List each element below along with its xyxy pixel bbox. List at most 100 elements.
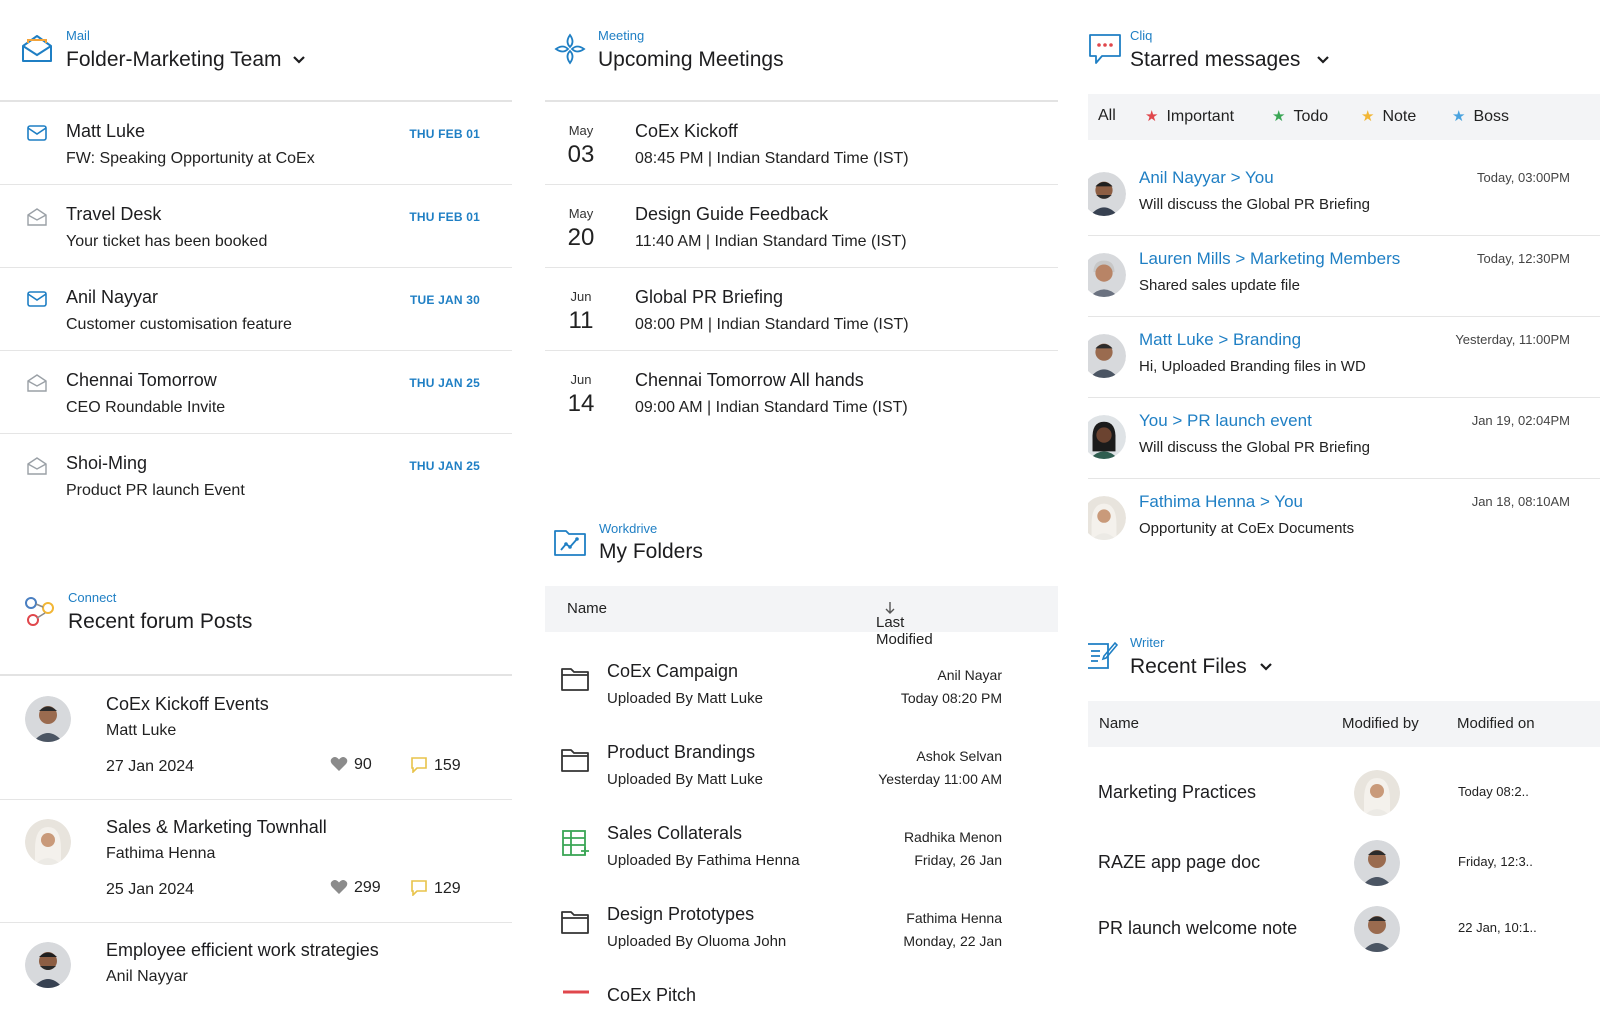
mail-sender: Travel Desk [66, 204, 162, 224]
mail-folder-selector[interactable]: Folder-Marketing Team [66, 48, 306, 72]
workdrive-app-label: Workdrive [599, 521, 658, 536]
folder-name: Product Brandings [607, 742, 756, 762]
comment-button[interactable]: 129 [410, 879, 461, 898]
writer-file[interactable]: RAZE app page doc Friday, 12:3.. [1088, 830, 1600, 898]
filter-important[interactable]: ★ Important [1145, 107, 1234, 126]
writer-file[interactable]: PR launch welcome note 22 Jan, 10:1.. [1088, 896, 1600, 964]
mail-sender: Anil Nayyar [66, 287, 159, 307]
message-time: Jan 19, 02:04PM [1471, 413, 1570, 428]
starred-message[interactable]: Matt Luke > Branding Hi, Uploaded Brandi… [1088, 316, 1600, 398]
comment-icon [411, 757, 427, 774]
envelope-open-icon [27, 457, 47, 475]
meeting-item[interactable]: May 20 Design Guide Feedback 11:40 AM | … [545, 186, 1058, 268]
message-time: Jan 18, 08:10AM [1471, 494, 1570, 509]
connect-app-icon [25, 597, 54, 626]
mail-app-icon [22, 35, 52, 62]
workdrive-title: My Folders [599, 540, 703, 563]
cliq-widget: Cliq Starred messages All ★ Important ★ To… [1088, 0, 1600, 560]
mail-item[interactable]: Shoi-Ming Product PR launch Event THU JA… [0, 435, 512, 517]
mail-subject: Customer customisation feature [66, 316, 292, 333]
meeting-name: CoEx Kickoff [635, 121, 738, 141]
message-text: Will discuss the Global PR Briefing [1139, 196, 1370, 213]
avatar [1088, 415, 1126, 459]
col-modified-by[interactable]: Modified by [1342, 715, 1419, 732]
col-name[interactable]: Name [1099, 715, 1140, 732]
star-icon: ★ [1361, 108, 1375, 125]
meeting-item[interactable]: May 03 CoEx Kickoff 08:45 PM | Indian St… [545, 103, 1058, 185]
message-text: Shared sales update file [1139, 277, 1300, 294]
workdrive-header: Workdrive My Folders [545, 505, 1058, 599]
middle-column: Meeting Upcoming Meetings May 03 CoEx Ki… [545, 0, 1058, 1013]
meeting-item[interactable]: Jun 11 Global PR Briefing 08:00 PM | Ind… [545, 269, 1058, 351]
meeting-name: Design Guide Feedback [635, 204, 829, 224]
starred-message[interactable]: Lauren Mills > Marketing Members Shared … [1088, 235, 1600, 317]
cliq-app-icon [1089, 34, 1121, 64]
message-conversation: Fathima Henna > You [1139, 492, 1303, 511]
mail-sender: Chennai Tomorrow [66, 370, 217, 390]
forum-post[interactable]: Sales & Marketing Townhall Fathima Henna… [0, 801, 512, 923]
col-modified-on[interactable]: Modified on [1457, 715, 1535, 732]
message-text: Opportunity at CoEx Documents [1139, 520, 1355, 537]
meeting-header: Meeting Upcoming Meetings [545, 0, 1058, 102]
like-button[interactable]: 90 [330, 756, 372, 774]
avatar [1354, 906, 1400, 952]
workdrive-widget: Workdrive My Folders Name Last Modified … [545, 505, 1058, 1013]
writer-title-selector[interactable]: Recent Files [1130, 655, 1273, 679]
meeting-name: Global PR Briefing [635, 287, 784, 307]
filter-note[interactable]: ★ Note [1361, 107, 1416, 126]
col-name[interactable]: Name [567, 600, 608, 617]
file-modified-on: Friday, 12:3.. [1458, 854, 1533, 869]
avatar [25, 696, 71, 742]
cliq-title-selector[interactable]: Starred messages [1130, 48, 1330, 72]
mail-subject: CEO Roundable Invite [66, 399, 226, 416]
filter-all[interactable]: All [1098, 107, 1116, 125]
comment-count: 129 [434, 880, 461, 897]
like-button[interactable]: 299 [330, 879, 381, 897]
folder-modifier: Anil Nayar [937, 667, 1002, 683]
cliq-title: Starred messages [1130, 48, 1301, 71]
forum-post[interactable]: Employee efficient work strategies Anil … [0, 924, 512, 1013]
meeting-month: Jun [570, 289, 592, 304]
col-last-modified[interactable]: Last Modified [876, 600, 933, 648]
file-name: Marketing Practices [1098, 782, 1257, 802]
mail-item[interactable]: Matt Luke FW: Speaking Opportunity at Co… [0, 103, 512, 185]
folder-modifier: Ashok Selvan [916, 748, 1002, 764]
mail-item[interactable]: Anil Nayyar Customer customisation featu… [0, 269, 512, 351]
writer-file[interactable]: Marketing Practices Today 08:2.. [1088, 760, 1600, 828]
filter-todo[interactable]: ★ Todo [1272, 107, 1328, 126]
folder-icon [561, 911, 589, 934]
col-last-modified-label: Last Modified [876, 614, 933, 648]
starred-message[interactable]: Fathima Henna > You Opportunity at CoEx … [1088, 478, 1600, 560]
starred-message[interactable]: You > PR launch event Will discuss the G… [1088, 397, 1600, 479]
meeting-time: 08:00 PM | Indian Standard Time (IST) [635, 316, 909, 333]
mail-date: THU JAN 25 [409, 459, 480, 473]
mail-item[interactable]: Chennai Tomorrow CEO Roundable Invite TH… [0, 352, 512, 434]
workdrive-app-icon [554, 530, 586, 556]
post-author: Anil Nayyar [106, 968, 188, 985]
avatar [1354, 840, 1400, 886]
message-conversation: Anil Nayyar > You [1139, 168, 1274, 187]
message-time: Yesterday, 11:00PM [1455, 332, 1570, 347]
file-modified-on: Today 08:2.. [1458, 784, 1529, 799]
forum-post[interactable]: CoEx Kickoff Events Matt Luke 27 Jan 202… [0, 678, 512, 800]
meeting-title: Upcoming Meetings [598, 48, 784, 71]
filter-label: Note [1382, 108, 1417, 125]
filter-boss[interactable]: ★ Boss [1452, 107, 1509, 126]
starred-message[interactable]: Anil Nayyar > You Will discuss the Globa… [1088, 154, 1600, 236]
mail-item[interactable]: Travel Desk Your ticket has been booked … [0, 186, 512, 268]
meeting-day: 03 [567, 141, 595, 168]
folder-modified-time: Yesterday 11:00 AM [878, 771, 1002, 787]
filter-label: All [1098, 107, 1116, 124]
mail-sender: Matt Luke [66, 121, 146, 141]
folder-modified-time: Monday, 22 Jan [903, 933, 1002, 949]
post-date: 25 Jan 2024 [106, 881, 195, 898]
folder-item[interactable]: Sales Collaterals Uploaded By Fathima He… [545, 807, 1058, 889]
folder-item[interactable]: CoEx Campaign Uploaded By Matt Luke Anil… [545, 645, 1058, 727]
folder-item[interactable]: CoEx Pitch [545, 969, 1058, 1013]
envelope-open-icon [27, 374, 47, 392]
folder-item[interactable]: Product Brandings Uploaded By Matt Luke … [545, 726, 1058, 808]
comment-button[interactable]: 159 [410, 756, 461, 775]
writer-widget: Writer Recent Files Name Modified by Mod… [1088, 620, 1600, 1013]
meeting-item[interactable]: Jun 14 Chennai Tomorrow All hands 09:00 … [545, 352, 1058, 434]
folder-item[interactable]: Design Prototypes Uploaded By Oluoma Joh… [545, 888, 1058, 970]
